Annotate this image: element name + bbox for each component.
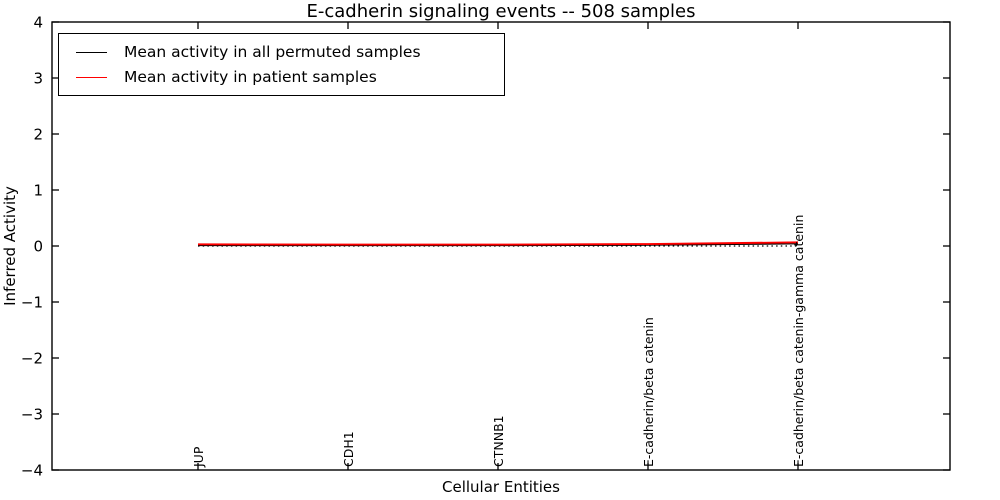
legend-line-swatch [76, 51, 107, 53]
legend-label: Mean activity in all permuted samples [124, 43, 421, 61]
series-lines-layer [197, 241, 799, 247]
y-tick-label: 4 [33, 13, 43, 31]
x-tick-labels-layer: JUP CDH1 CTNNB1 E-cadherin/beta catenin E-ca… [191, 215, 806, 468]
y-tick-label: 0 [33, 237, 43, 255]
y-tick-label: −1 [21, 293, 43, 311]
y-tick-label: 1 [33, 181, 43, 199]
x-axis-label: Cellular Entities [442, 478, 560, 496]
y-axis-label: Inferred Activity [1, 186, 19, 306]
chart-title: E-cadherin signaling events -- 508 sampl… [306, 1, 695, 22]
y-tick-label: 3 [33, 69, 43, 87]
legend-row-1: Mean activity in patient samples [59, 68, 504, 86]
x-tick-label: E-cadherin/beta catenin-gamma catenin [791, 215, 806, 467]
legend-box: Mean activity in all permuted samples Mea… [58, 33, 505, 96]
legend-line-swatch [76, 76, 107, 78]
x-tick-label: CDH1 [341, 431, 356, 467]
y-tick-label: −3 [21, 405, 43, 423]
legend-label: Mean activity in patient samples [124, 68, 377, 86]
y-tick-label: 2 [33, 125, 43, 143]
series-line-1 [197, 241, 799, 246]
x-tick-label: JUP [191, 446, 206, 468]
plot-frame [51, 21, 951, 471]
x-tick-label: CTNNB1 [491, 415, 506, 467]
x-tick-label: E-cadherin/beta catenin [641, 317, 656, 467]
y-tick-label: −2 [21, 349, 43, 367]
y-tick-label: −4 [21, 461, 43, 479]
legend-row-0: Mean activity in all permuted samples [59, 43, 504, 61]
y-tick-labels-layer: 4 3 2 1 0 −1 −2 −3 −4 [21, 13, 43, 479]
axis-ticks-layer [52, 21, 950, 471]
